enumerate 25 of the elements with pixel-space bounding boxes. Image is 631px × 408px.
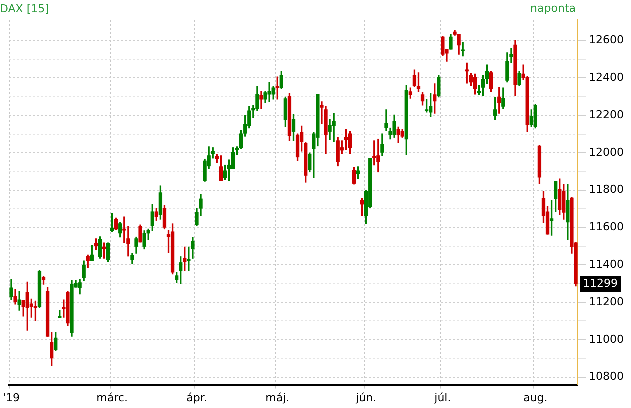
annotation: 11299	[583, 276, 618, 290]
x-tick-label: aug.	[524, 391, 548, 404]
y-tick-label: 11200	[589, 295, 624, 308]
candlestick	[384, 110, 388, 132]
y-tick-label: 11400	[589, 258, 624, 271]
y-tick-label: 11000	[589, 332, 624, 346]
candlestick	[18, 291, 22, 311]
y-tick-label: 12000	[589, 146, 624, 159]
x-tick-label: máj.	[266, 391, 290, 404]
candlestick	[268, 82, 272, 102]
x-tick-label: jún.	[355, 391, 377, 404]
candlestick	[332, 112, 336, 142]
y-tick-label: 10800	[589, 370, 624, 384]
y-tick-label: 11600	[589, 220, 624, 234]
candlestick	[376, 138, 380, 173]
y-tick-label: 12200	[589, 108, 624, 122]
y-tick-label: 12600	[589, 34, 624, 47]
x-tick-label: ápr.	[186, 391, 208, 404]
x-tick-label: júl.	[434, 391, 452, 404]
y-tick-label: 12400	[589, 71, 624, 84]
x-tick-label: márc.	[96, 391, 128, 404]
chart-title: DAX [15]	[0, 2, 50, 16]
y-tick-label: 11800	[589, 183, 624, 196]
x-tick-label: '19	[2, 391, 20, 404]
text: naponta	[530, 2, 576, 15]
